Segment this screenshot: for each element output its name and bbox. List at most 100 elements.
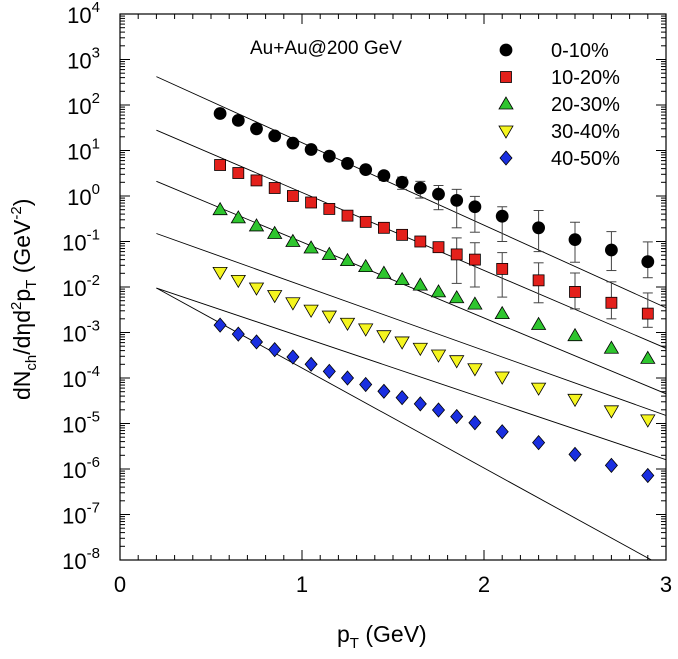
y-tick-label: 10-8 bbox=[62, 545, 100, 574]
point-10-20pct bbox=[323, 203, 336, 215]
x-tick-label: 3 bbox=[660, 572, 672, 597]
point-30-40pct bbox=[321, 310, 337, 324]
point-10-20pct bbox=[432, 241, 445, 254]
point-30-40pct bbox=[530, 382, 547, 396]
point-30-40pct bbox=[412, 342, 428, 357]
point-0-10pct bbox=[413, 181, 427, 195]
point-10-20pct bbox=[341, 209, 354, 222]
point-30-40pct bbox=[285, 297, 301, 311]
x-tick-label: 0 bbox=[114, 572, 126, 597]
point-0-10pct bbox=[568, 233, 582, 247]
point-40-50pct bbox=[377, 383, 391, 399]
point-40-50pct bbox=[249, 334, 264, 350]
point-0-10pct bbox=[468, 200, 482, 214]
point-20-30pct bbox=[394, 271, 410, 286]
point-30-40pct bbox=[430, 349, 447, 363]
point-30-40pct bbox=[467, 363, 483, 377]
y-tick-label: 10-1 bbox=[62, 227, 100, 256]
y-tick-label: 104 bbox=[67, 0, 100, 28]
point-10-20pct bbox=[250, 174, 263, 187]
legend-marker-0-10pct bbox=[499, 43, 513, 57]
point-30-40pct bbox=[603, 405, 620, 419]
point-20-30pct bbox=[467, 296, 483, 310]
point-0-10pct bbox=[213, 107, 227, 120]
point-0-10pct bbox=[395, 175, 409, 189]
point-40-50pct bbox=[413, 396, 427, 412]
point-10-20pct bbox=[268, 182, 281, 194]
point-0-10pct bbox=[450, 194, 464, 207]
point-30-40pct bbox=[376, 330, 392, 344]
point-20-30pct bbox=[358, 258, 374, 273]
point-40-50pct bbox=[604, 457, 618, 474]
y-tick-label: 100 bbox=[67, 181, 100, 210]
legend-label-10-20pct: 10-20% bbox=[551, 67, 620, 89]
fit-line bbox=[156, 287, 666, 461]
point-40-50pct bbox=[395, 390, 409, 406]
point-20-30pct bbox=[530, 316, 547, 330]
y-axis-label: dNch/dηd2pT (GeV-2) bbox=[8, 199, 40, 400]
legend-label-0-10pct: 0-10% bbox=[551, 40, 609, 62]
point-20-30pct bbox=[285, 233, 301, 247]
point-0-10pct bbox=[377, 169, 391, 183]
point-20-30pct bbox=[430, 284, 447, 298]
point-20-30pct bbox=[567, 327, 583, 342]
point-40-50pct bbox=[532, 435, 546, 451]
point-20-30pct bbox=[494, 305, 510, 320]
point-0-10pct bbox=[432, 187, 445, 201]
y-tick-label: 10-7 bbox=[62, 500, 100, 529]
y-tick-label: 101 bbox=[67, 136, 100, 165]
point-40-50pct bbox=[286, 349, 300, 365]
fit-line bbox=[156, 233, 666, 416]
point-0-10pct bbox=[268, 129, 282, 143]
point-10-20pct bbox=[468, 253, 481, 266]
data-markers bbox=[212, 107, 656, 484]
point-0-10pct bbox=[286, 136, 300, 150]
point-30-40pct bbox=[339, 317, 356, 332]
point-20-30pct bbox=[321, 246, 337, 260]
axes: 0 1 2 3 104 103 102 101 100 10-1 10-2 10-3 10-4 10-5 1… bbox=[62, 0, 672, 597]
point-10-20pct bbox=[414, 235, 427, 248]
point-30-40pct bbox=[640, 414, 656, 428]
point-20-30pct bbox=[230, 210, 246, 224]
point-40-50pct bbox=[213, 317, 227, 333]
point-10-20pct bbox=[377, 221, 390, 234]
x-tick-label: 1 bbox=[296, 572, 308, 597]
point-0-10pct bbox=[322, 149, 336, 163]
point-40-50pct bbox=[431, 402, 446, 418]
point-0-10pct bbox=[250, 122, 263, 136]
point-0-10pct bbox=[304, 143, 318, 156]
point-30-40pct bbox=[267, 290, 283, 304]
x-axis-label: pT (GeV) bbox=[337, 621, 427, 652]
point-20-30pct bbox=[248, 218, 265, 232]
x-tick-label: 2 bbox=[478, 572, 490, 597]
y-tick-label: 102 bbox=[67, 90, 100, 119]
y-tick-label: 10-5 bbox=[62, 409, 100, 438]
point-0-10pct bbox=[532, 221, 545, 235]
point-0-10pct bbox=[605, 243, 618, 257]
point-10-20pct bbox=[232, 167, 245, 179]
annotation-text: Au+Au@200 GeV bbox=[250, 38, 402, 59]
point-20-30pct bbox=[449, 289, 465, 304]
y-tick-label: 10-2 bbox=[62, 272, 100, 301]
point-10-20pct bbox=[569, 286, 581, 298]
point-40-50pct bbox=[450, 408, 464, 425]
point-40-50pct bbox=[568, 446, 582, 462]
legend: 0-10% 10-20% 20-30% 30-40% 40-50% bbox=[498, 40, 620, 170]
point-30-40pct bbox=[449, 355, 465, 369]
point-30-40pct bbox=[230, 274, 246, 289]
point-10-20pct bbox=[605, 296, 618, 309]
point-10-20pct bbox=[214, 159, 227, 171]
point-30-40pct bbox=[567, 393, 583, 408]
legend-marker-10-20pct bbox=[500, 71, 512, 83]
legend-label-40-50pct: 40-50% bbox=[551, 148, 620, 170]
point-30-40pct bbox=[248, 282, 265, 296]
point-10-20pct bbox=[359, 215, 372, 228]
point-40-50pct bbox=[495, 424, 509, 440]
point-0-10pct bbox=[495, 209, 509, 223]
point-10-20pct bbox=[496, 262, 509, 275]
legend-marker-20-30pct bbox=[498, 96, 514, 110]
point-30-40pct bbox=[303, 304, 319, 318]
legend-marker-30-40pct bbox=[498, 125, 514, 139]
fit-line bbox=[156, 129, 666, 349]
